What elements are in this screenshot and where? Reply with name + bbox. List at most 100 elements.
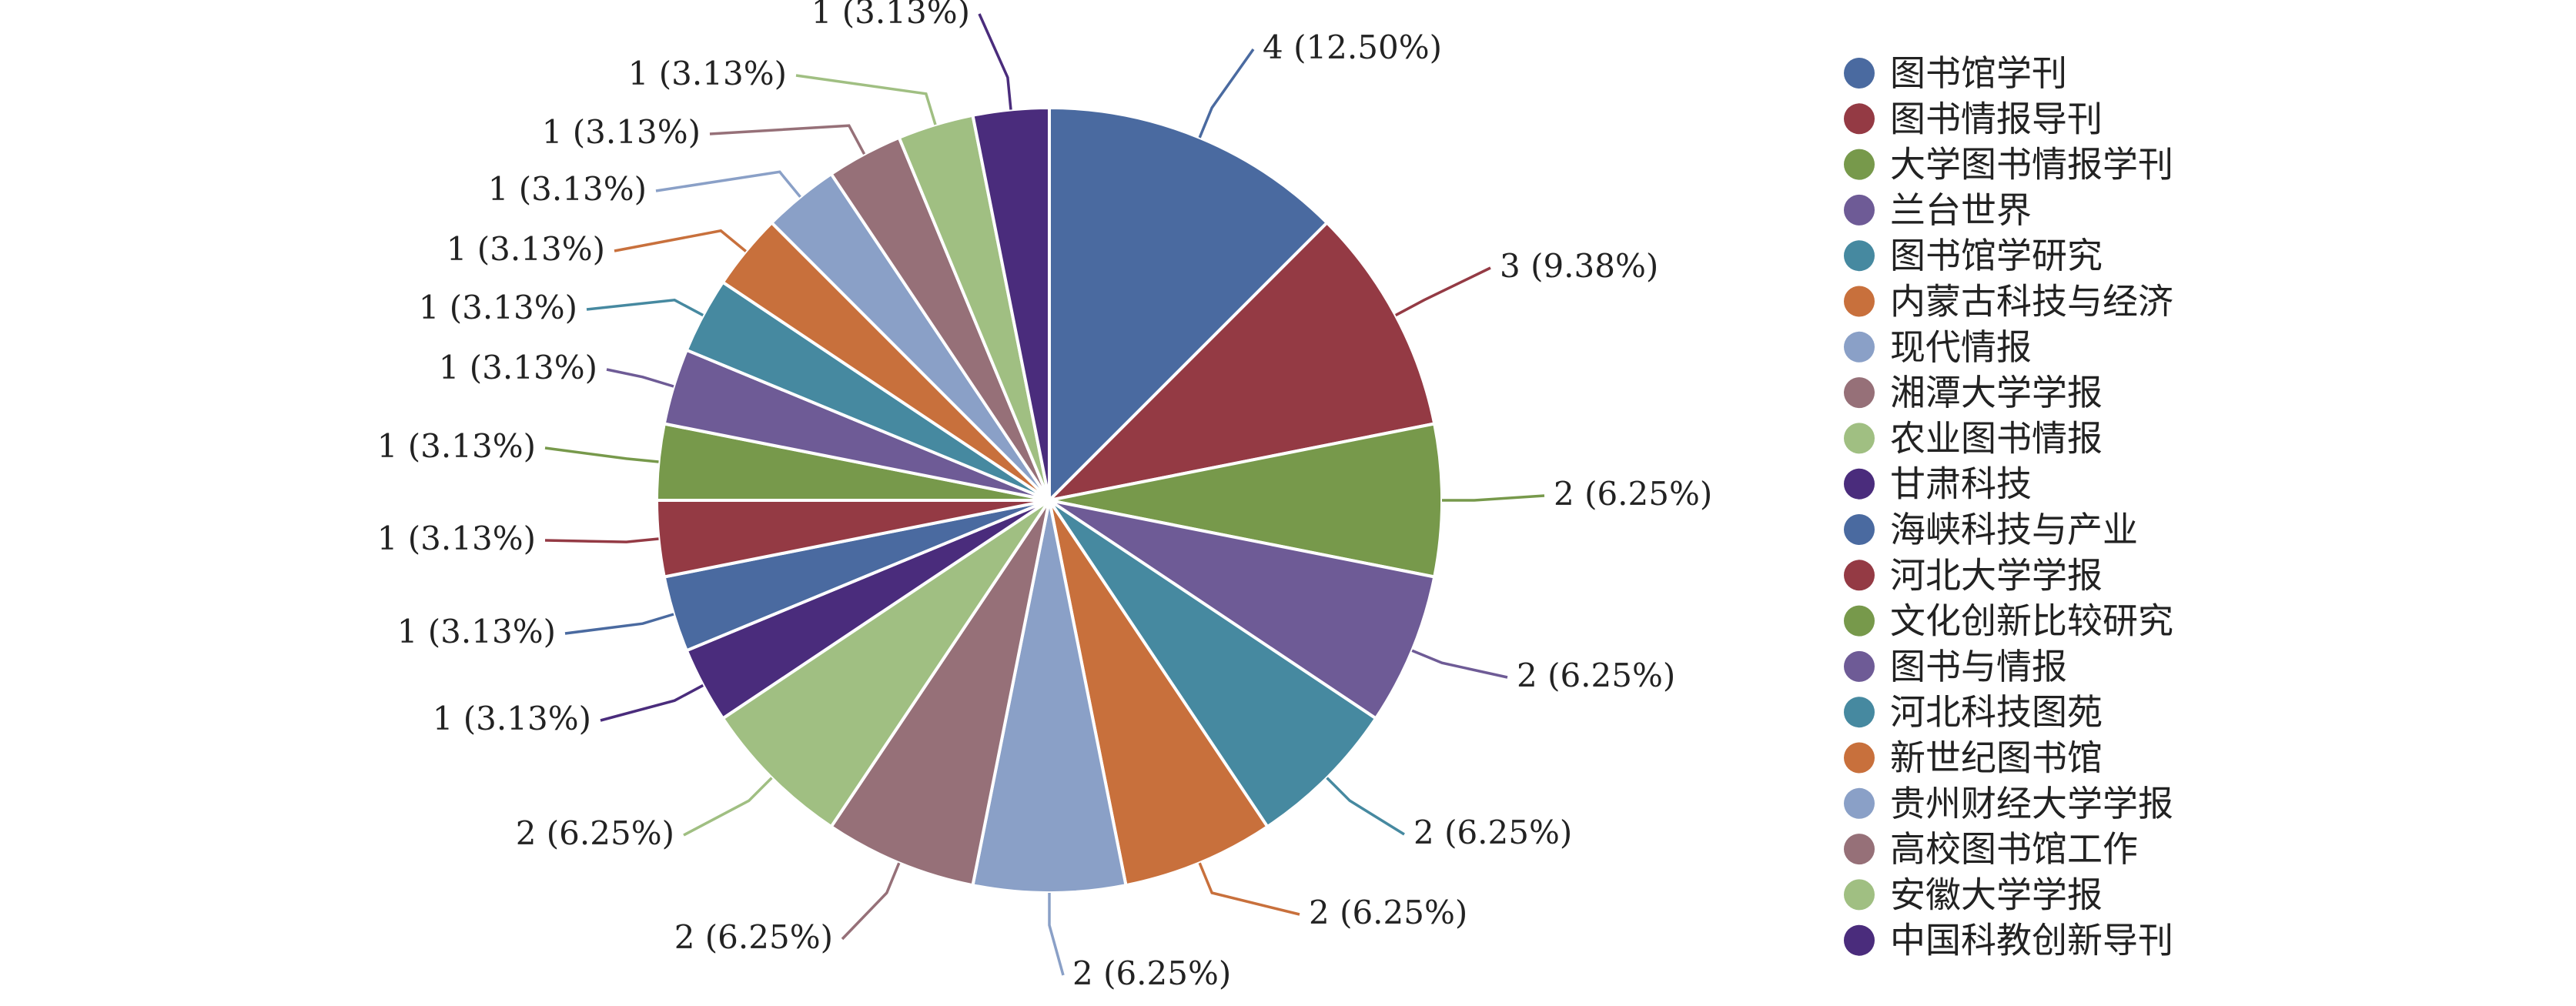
legend-swatch (1844, 194, 1875, 226)
leader-line (1198, 862, 1300, 916)
leader-line (544, 537, 659, 543)
legend-label: 新世纪图书馆 (1890, 737, 2103, 779)
legend-item: 图书与情报 (1844, 646, 2067, 687)
legend-item: 安徽大学学报 (1844, 874, 2103, 915)
legend-label: 河北大学学报 (1890, 554, 2103, 596)
legend-item: 文化创新比较研究 (1844, 600, 2173, 642)
legend-item: 图书情报导刊 (1844, 98, 2103, 139)
data-label: 2 (6.25%) (674, 918, 833, 956)
data-labels: 4 (12.50%) 3 (9.38%) 2 (6.25%) 2 (6.25%) 2 (… (377, 0, 1713, 992)
pie-slice (1048, 499, 1270, 887)
legend-item: 新世纪图书馆 (1844, 737, 2103, 779)
legend-swatch (1844, 514, 1875, 545)
leader-line (655, 170, 801, 198)
data-label: 2 (6.25%) (1309, 894, 1467, 931)
legend-item: 河北科技图苑 (1844, 691, 2103, 733)
leader-line (564, 613, 674, 635)
pie-slice (1048, 499, 1437, 720)
data-label: 4 (12.50%) (1263, 28, 1442, 66)
pie-slice (1048, 106, 1329, 502)
legend-label: 甘肃科技 (1890, 463, 2032, 505)
leader-lines (544, 13, 1545, 976)
legend-swatch (1844, 58, 1875, 89)
leader-line (600, 683, 704, 722)
leader-line (978, 13, 1012, 110)
pie-slice (1048, 499, 1378, 829)
legend-swatch (1844, 468, 1875, 500)
legend-swatch (1844, 879, 1875, 911)
pie-slice (1048, 221, 1437, 502)
leader-line (683, 777, 773, 837)
legend-label: 现代情报 (1890, 326, 2032, 368)
legend-item: 农业图书情报 (1844, 417, 2103, 459)
leader-line (614, 229, 747, 252)
data-label: 1 (3.13%) (433, 700, 591, 737)
pie-slice (1048, 422, 1444, 579)
leader-line (709, 124, 866, 155)
legend-item: 现代情报 (1844, 326, 2032, 368)
legend-label: 大学图书情报学刊 (1890, 144, 2173, 185)
data-label: 1 (3.13%) (488, 170, 647, 208)
data-label: 2 (6.25%) (1072, 954, 1231, 992)
legend-label: 湘潭大学学报 (1890, 372, 2103, 413)
data-label: 1 (3.13%) (628, 55, 787, 92)
legend-label: 中国科教创新导刊 (1890, 920, 2173, 961)
data-label: 1 (3.13%) (377, 520, 536, 557)
leader-line (1394, 266, 1491, 317)
leader-line (1442, 494, 1545, 502)
legend-label: 农业图书情报 (1890, 417, 2103, 459)
legend-item: 高校图书馆工作 (1844, 828, 2138, 870)
pie-slice (829, 499, 1051, 887)
leader-line (795, 74, 937, 125)
leader-line (544, 446, 659, 463)
leader-line (1048, 893, 1065, 976)
legend-item: 贵州财经大学学报 (1844, 783, 2173, 824)
legend-label: 图书情报导刊 (1890, 98, 2103, 139)
legend-label: 图书与情报 (1890, 646, 2067, 687)
data-label: 1 (3.13%) (419, 289, 577, 326)
legend-swatch (1844, 286, 1875, 317)
legend-swatch (1844, 240, 1875, 272)
legend-item: 湘潭大学学报 (1844, 372, 2103, 413)
legend-label: 河北科技图苑 (1890, 691, 2103, 733)
legend-swatch (1844, 742, 1875, 774)
legend-label: 文化创新比较研究 (1890, 600, 2173, 642)
legend-swatch (1844, 650, 1875, 682)
data-label: 1 (3.13%) (397, 613, 556, 650)
legend-label: 兰台世界 (1890, 189, 2032, 231)
legend-swatch (1844, 560, 1875, 591)
leader-line (1411, 649, 1508, 679)
legend-item: 图书馆学刊 (1844, 52, 2067, 94)
legend-item: 图书馆学研究 (1844, 235, 2103, 276)
legend-swatch (1844, 423, 1875, 454)
legend-label: 高校图书馆工作 (1890, 828, 2138, 870)
legend-item: 海峡科技与产业 (1844, 509, 2138, 550)
data-label: 2 (6.25%) (1517, 657, 1675, 694)
legend-swatch (1844, 834, 1875, 865)
legend-label: 内蒙古科技与经济 (1890, 281, 2173, 323)
legend-label: 海峡科技与产业 (1890, 509, 2138, 550)
data-label: 1 (3.13%) (439, 349, 597, 386)
legend-item: 甘肃科技 (1844, 463, 2032, 505)
legend-swatch (1844, 697, 1875, 728)
legend-swatch (1844, 605, 1875, 637)
legend-swatch (1844, 149, 1875, 180)
data-label: 2 (6.25%) (516, 814, 674, 852)
data-label: 1 (3.13%) (447, 230, 605, 268)
data-label: 2 (6.25%) (1554, 475, 1712, 513)
pie-slice (721, 499, 1051, 829)
data-label: 1 (3.13%) (542, 113, 701, 151)
legend-label: 图书馆学刊 (1890, 52, 2067, 94)
data-label: 3 (9.38%) (1500, 247, 1658, 285)
pie-slice (971, 499, 1128, 894)
legend-swatch (1844, 924, 1875, 956)
leader-line (1326, 777, 1405, 836)
legend-label: 安徽大学学报 (1890, 874, 2103, 915)
leader-line (1198, 48, 1255, 139)
legend-item: 兰台世界 (1844, 189, 2032, 231)
data-label: 1 (3.13%) (811, 0, 970, 31)
legend-label: 贵州财经大学学报 (1890, 783, 2173, 824)
legend-swatch (1844, 787, 1875, 819)
data-label: 2 (6.25%) (1413, 814, 1572, 851)
